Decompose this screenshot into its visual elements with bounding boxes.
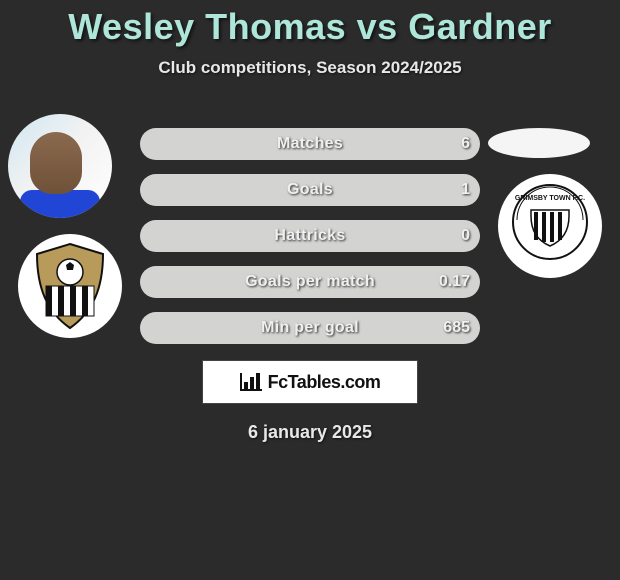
shield-icon [31,242,109,330]
stat-row-goals: Goals 1 [140,174,480,206]
stat-label: Hattricks [274,227,345,245]
stat-label: Goals per match [245,273,375,291]
stat-label: Goals [287,181,333,199]
player-left-avatar [8,114,112,218]
stat-row-min-per-goal: Min per goal 685 [140,312,480,344]
brand-text: FcTables.com [268,372,381,393]
stat-row-hattricks: Hattricks 0 [140,220,480,252]
page-title: Wesley Thomas vs Gardner [0,6,620,48]
stat-right-value: 1 [461,181,470,199]
player-right-avatar [488,128,590,158]
stat-right-value: 0.17 [439,273,470,291]
svg-text:GRIMSBY TOWN F.C.: GRIMSBY TOWN F.C. [515,195,585,202]
club-right-badge: GRIMSBY TOWN F.C. [498,174,602,278]
stats-block: Matches 6 Goals 1 Hattricks 0 Goals per … [140,128,480,443]
stat-row-goals-per-match: Goals per match 0.17 [140,266,480,298]
stat-right-value: 0 [461,227,470,245]
stat-right-value: 685 [443,319,470,337]
comparison-card: Wesley Thomas vs Gardner Club competitio… [0,6,620,580]
chart-icon [240,373,262,391]
stat-row-matches: Matches 6 [140,128,480,160]
brand-badge[interactable]: FcTables.com [202,360,418,404]
shield-icon: GRIMSBY TOWN F.C. [511,182,589,270]
stat-right-value: 6 [461,135,470,153]
stat-label: Matches [277,135,343,153]
date: 6 january 2025 [140,422,480,443]
stat-label: Min per goal [261,319,359,337]
subtitle: Club competitions, Season 2024/2025 [0,58,620,78]
club-left-badge [18,234,122,338]
